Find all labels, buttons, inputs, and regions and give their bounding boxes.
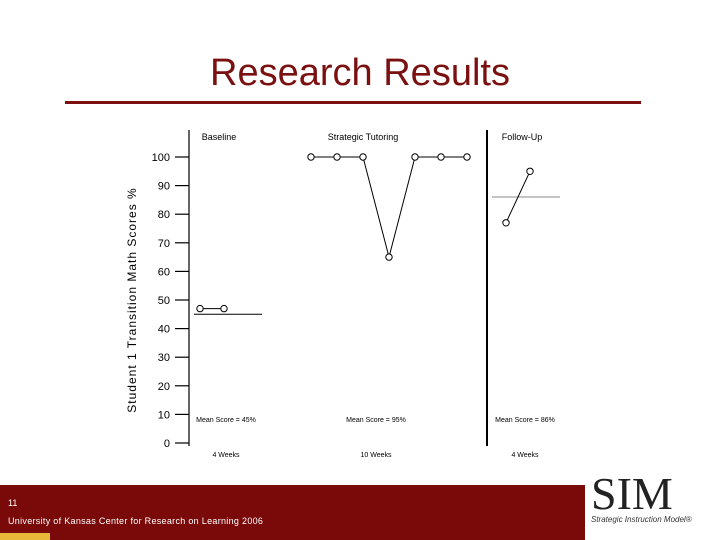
phase-title: Strategic Tutoring (328, 132, 399, 142)
slide-number: 11 (8, 498, 18, 508)
y-tick-label: 50 (158, 295, 170, 307)
y-tick-label: 20 (158, 381, 170, 393)
phase-duration: 4 Weeks (511, 452, 539, 459)
data-line (505, 171, 531, 223)
data-point (307, 153, 315, 161)
y-tick-label: 30 (158, 352, 170, 364)
phase-mean: Mean Score = 95% (346, 417, 406, 424)
chart: Student 1 Transition Math Scores % 0 10 20… (125, 130, 560, 459)
data-point (220, 304, 228, 313)
data-point (526, 167, 534, 176)
phase-mean: Mean Score = 86% (495, 417, 555, 424)
phase-mean: Mean Score = 45% (196, 417, 256, 424)
data-point (411, 153, 419, 161)
y-tick-label: 70 (158, 238, 170, 250)
data-point (463, 153, 471, 161)
y-axis-label: Student 1 Transition Math Scores % (125, 187, 139, 412)
logo-name: SIM (591, 468, 673, 519)
data-point (196, 304, 204, 313)
data-point (333, 153, 341, 161)
data-line (311, 156, 467, 260)
phase-duration: 4 Weeks (212, 452, 240, 459)
slide-title: Research Results (210, 52, 510, 94)
y-tick-label: 60 (158, 266, 170, 278)
data-point (359, 153, 367, 161)
footer-accent (0, 533, 50, 540)
phase-duration: 10 Weeks (361, 452, 392, 459)
y-tick-label: 90 (158, 181, 170, 193)
title-rule (65, 101, 641, 104)
data-point (437, 153, 445, 161)
y-tick-label: 40 (158, 324, 170, 336)
y-tick-label: 10 (158, 409, 170, 421)
phase-title: Follow-Up (502, 132, 543, 142)
data-point (502, 219, 510, 227)
logo-tagline: Strategic Instruction Model® (591, 515, 692, 524)
y-tick-label: 80 (158, 209, 170, 221)
phase-title: Baseline (202, 132, 237, 142)
logo: SIM Strategic Instruction Model® (585, 455, 720, 540)
y-tick-label: 100 (152, 152, 170, 164)
data-point (385, 253, 393, 261)
y-tick-label: 0 (164, 438, 170, 450)
footer-credit: University of Kansas Center for Research… (8, 516, 264, 526)
